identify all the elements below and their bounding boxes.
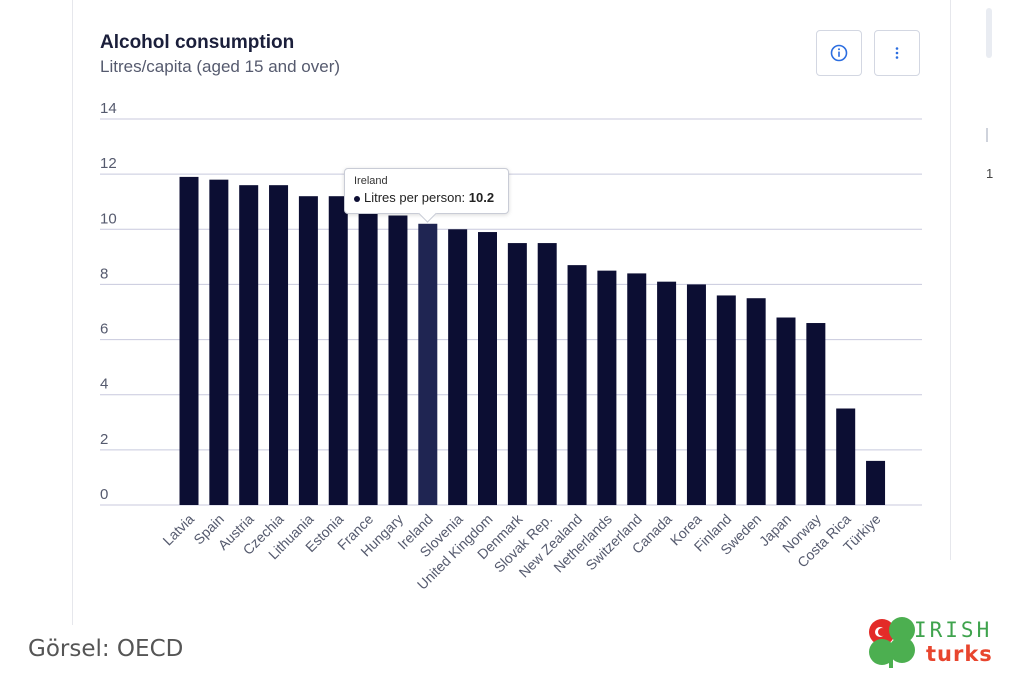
chart-subtitle: Litres/capita (aged 15 and over) — [100, 57, 341, 76]
side-panel-tick — [986, 128, 988, 142]
bar-slovenia[interactable] — [448, 229, 468, 506]
tooltip-value: 10.2 — [468, 190, 495, 205]
x-tick-label: Latvia — [159, 511, 197, 549]
tooltip-row: Litres per person: 10.2 — [354, 190, 499, 205]
bar-ireland[interactable] — [418, 223, 438, 505]
bars — [179, 176, 886, 506]
bar-norway[interactable] — [806, 323, 826, 505]
bar-austria[interactable] — [239, 185, 259, 505]
bar-france[interactable] — [358, 212, 378, 505]
bar-latvia[interactable] — [179, 176, 199, 505]
side-panel-scrollbar[interactable] — [986, 8, 992, 58]
bar-sweden[interactable] — [746, 298, 766, 505]
bar-denmark[interactable] — [507, 243, 527, 506]
bar-japan[interactable] — [776, 317, 796, 505]
y-tick-label: 8 — [100, 265, 108, 282]
image-caption: Görsel: OECD — [28, 636, 184, 662]
bar-costa-rica[interactable] — [836, 408, 856, 506]
info-button[interactable] — [816, 30, 862, 76]
shamrock-logo-icon — [869, 617, 915, 668]
side-panel-number: 1 — [986, 166, 994, 181]
y-tick-label: 2 — [100, 431, 108, 448]
bar-spain[interactable] — [209, 179, 229, 505]
y-tick-label: 10 — [100, 210, 117, 227]
bar-czechia[interactable] — [269, 185, 289, 505]
info-icon — [830, 44, 848, 62]
more-options-button[interactable] — [874, 30, 920, 76]
bar-slovak-rep-[interactable] — [537, 243, 557, 506]
bar-switzerland[interactable] — [627, 273, 647, 505]
bar-lithuania[interactable] — [298, 196, 318, 505]
bar-finland[interactable] — [716, 295, 736, 505]
y-tick-label: 6 — [100, 321, 108, 338]
logo-text-turks: turks — [926, 642, 993, 666]
bar-hungary[interactable] — [388, 215, 408, 506]
tooltip-series-dot — [354, 195, 360, 202]
y-tick-label: 12 — [100, 155, 117, 172]
x-axis-labels: LatviaSpainAustriaCzechiaLithuaniaEstoni… — [159, 510, 883, 592]
bar-canada[interactable] — [657, 281, 677, 505]
tooltip: Ireland Litres per person: 10.2 — [344, 168, 509, 214]
more-vertical-icon — [895, 47, 899, 59]
y-tick-label: 14 — [100, 100, 117, 117]
bar-korea[interactable] — [686, 284, 706, 505]
y-tick-label: 4 — [100, 376, 108, 393]
chart-title: Alcohol consumption — [100, 32, 295, 53]
bar-t-rkiye[interactable] — [866, 460, 886, 505]
tooltip-label: Litres per person: — [364, 190, 469, 205]
bar-netherlands[interactable] — [597, 270, 617, 505]
bar-estonia[interactable] — [328, 196, 348, 505]
logo-text-irish: IRISH — [914, 618, 993, 642]
bar-new-zealand[interactable] — [567, 265, 587, 505]
card-border-left — [72, 0, 73, 625]
card-border-right — [950, 0, 951, 560]
tooltip-title: Ireland — [354, 175, 388, 187]
bar-chart: 0 2 4 6 8 10 12 14 LatviaSpainAustriaCzechiaLit… — [100, 100, 922, 593]
bar-united-kingdom[interactable] — [478, 232, 497, 506]
y-tick-label: 0 — [100, 486, 108, 503]
